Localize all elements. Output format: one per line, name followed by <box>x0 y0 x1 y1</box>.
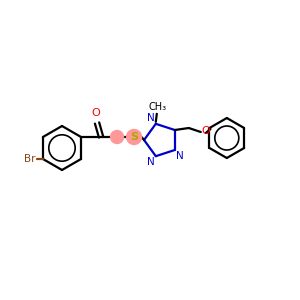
Text: S: S <box>130 131 138 142</box>
Circle shape <box>111 130 124 143</box>
Text: N: N <box>176 151 184 161</box>
Text: O: O <box>92 108 100 118</box>
Circle shape <box>127 130 142 145</box>
Text: O: O <box>202 126 211 136</box>
Text: Br: Br <box>24 154 36 164</box>
Text: CH₃: CH₃ <box>149 102 167 112</box>
Text: N: N <box>147 113 155 123</box>
Text: N: N <box>147 157 155 167</box>
